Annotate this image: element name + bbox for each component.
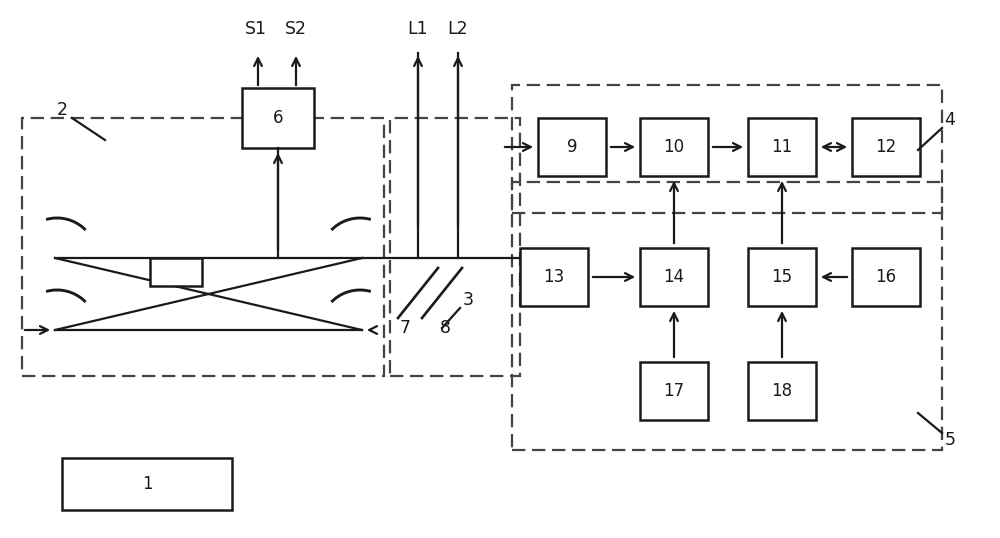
Text: L2: L2 <box>448 20 468 38</box>
Text: 8: 8 <box>440 319 450 337</box>
Text: 14: 14 <box>663 268 685 286</box>
Bar <box>852 248 920 306</box>
Bar <box>512 182 942 450</box>
Bar <box>62 458 232 510</box>
Text: 4: 4 <box>945 111 955 129</box>
Text: 13: 13 <box>543 268 565 286</box>
Text: L1: L1 <box>408 20 428 38</box>
Text: 12: 12 <box>875 138 897 156</box>
Bar <box>640 362 708 420</box>
Text: 10: 10 <box>663 138 685 156</box>
Text: 9: 9 <box>567 138 577 156</box>
Text: 2: 2 <box>56 101 68 119</box>
Text: 7: 7 <box>400 319 411 337</box>
Text: 16: 16 <box>875 268 897 286</box>
Bar <box>22 118 384 376</box>
Bar <box>640 118 708 176</box>
Bar <box>538 118 606 176</box>
Text: 3: 3 <box>462 291 474 309</box>
Bar <box>390 118 520 376</box>
Bar <box>512 85 942 213</box>
Text: 5: 5 <box>944 431 956 449</box>
Bar <box>748 118 816 176</box>
Text: 11: 11 <box>771 138 793 156</box>
Bar <box>242 88 314 148</box>
Bar <box>150 258 202 286</box>
Text: 6: 6 <box>273 109 283 127</box>
Bar <box>748 362 816 420</box>
Text: 15: 15 <box>771 268 793 286</box>
Text: 17: 17 <box>663 382 685 400</box>
Text: 1: 1 <box>142 475 152 493</box>
Text: S2: S2 <box>285 20 307 38</box>
Bar <box>520 248 588 306</box>
Text: S1: S1 <box>245 20 267 38</box>
Bar <box>748 248 816 306</box>
Bar <box>640 248 708 306</box>
Bar <box>852 118 920 176</box>
Text: 18: 18 <box>771 382 793 400</box>
